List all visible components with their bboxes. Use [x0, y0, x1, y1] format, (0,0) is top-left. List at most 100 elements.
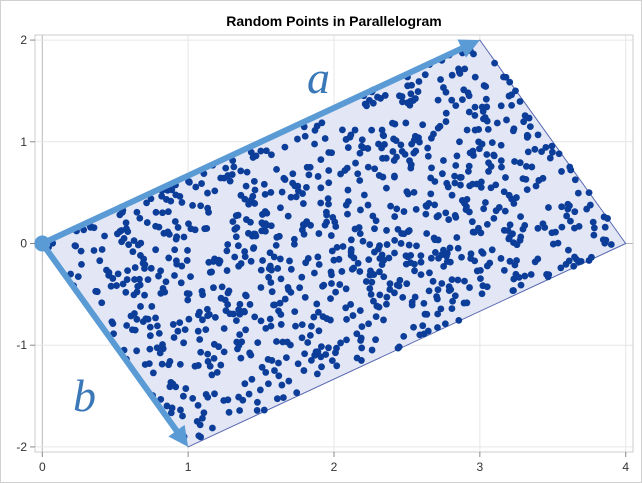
origin-marker — [34, 235, 51, 252]
data-point — [546, 154, 554, 162]
data-point — [220, 348, 228, 356]
data-point — [318, 343, 325, 351]
data-point — [462, 206, 470, 213]
data-point — [497, 141, 505, 149]
data-point — [393, 281, 401, 289]
data-point — [185, 290, 193, 298]
data-point — [273, 166, 280, 173]
data-point — [136, 275, 143, 283]
data-point — [282, 354, 290, 362]
data-point — [278, 381, 286, 389]
data-point — [544, 273, 552, 281]
data-point — [268, 288, 276, 296]
data-point — [171, 246, 179, 254]
data-point — [500, 188, 508, 196]
data-point — [233, 338, 241, 346]
data-point — [342, 201, 350, 209]
x-tick-label: 4 — [622, 460, 629, 474]
data-point — [425, 287, 433, 295]
data-point — [358, 323, 366, 331]
data-point — [466, 149, 474, 157]
data-point — [204, 312, 212, 320]
data-point — [524, 132, 532, 140]
data-point — [203, 305, 211, 313]
data-point — [371, 248, 378, 256]
data-point — [321, 135, 329, 142]
x-tick-label: 3 — [477, 460, 484, 474]
data-point — [206, 268, 214, 276]
data-point — [226, 177, 234, 185]
data-point — [280, 394, 287, 401]
data-point — [229, 218, 237, 226]
data-point — [235, 306, 243, 314]
data-point — [169, 321, 177, 328]
data-point — [101, 232, 108, 240]
data-point — [332, 288, 339, 296]
scatter-points — [45, 47, 615, 441]
data-point — [443, 179, 451, 187]
data-point — [294, 182, 302, 190]
data-point — [408, 301, 416, 309]
data-point — [506, 221, 514, 229]
data-point — [378, 144, 386, 152]
data-point — [438, 170, 446, 178]
data-point — [241, 308, 248, 316]
data-point — [483, 220, 491, 228]
data-point — [452, 102, 460, 110]
data-point — [315, 261, 323, 268]
data-point — [258, 219, 266, 227]
data-point — [246, 349, 254, 357]
data-point — [98, 246, 106, 253]
data-point — [363, 102, 370, 110]
data-point — [299, 200, 307, 207]
data-point — [565, 246, 572, 254]
data-point — [448, 96, 456, 104]
data-point — [461, 277, 468, 285]
data-point — [134, 282, 142, 290]
data-point — [601, 223, 609, 231]
data-point — [343, 336, 350, 344]
data-point — [232, 233, 240, 241]
data-point — [222, 307, 230, 314]
data-point — [480, 82, 488, 89]
data-point — [311, 140, 318, 148]
data-point — [328, 357, 336, 365]
data-point — [275, 307, 282, 315]
data-point — [311, 269, 318, 277]
data-point — [372, 313, 380, 320]
data-point — [146, 323, 154, 331]
data-point — [424, 327, 432, 335]
data-point — [442, 118, 450, 125]
data-point — [403, 188, 411, 196]
data-point — [176, 360, 184, 368]
data-point — [465, 162, 473, 170]
data-point — [427, 190, 435, 198]
data-point — [482, 199, 489, 206]
data-point — [241, 380, 249, 388]
data-point — [249, 192, 257, 200]
data-point — [484, 125, 492, 133]
data-point — [267, 322, 275, 330]
data-point — [342, 136, 350, 143]
data-point — [315, 230, 323, 237]
data-point — [300, 367, 308, 374]
data-point — [400, 230, 408, 238]
data-point — [176, 319, 184, 327]
vector-b-shaft — [39, 240, 180, 434]
data-point — [460, 299, 468, 307]
data-point — [263, 147, 270, 155]
data-point — [293, 389, 301, 397]
vector-b-arrowhead — [168, 424, 189, 447]
data-point — [194, 327, 202, 335]
data-point — [557, 264, 565, 272]
data-point — [391, 249, 398, 257]
data-point — [177, 279, 185, 287]
data-point — [421, 71, 429, 79]
data-point — [272, 242, 280, 249]
data-point — [376, 291, 384, 299]
data-point — [424, 152, 432, 160]
data-point — [298, 334, 306, 342]
data-point — [201, 225, 209, 233]
data-point — [440, 262, 448, 270]
